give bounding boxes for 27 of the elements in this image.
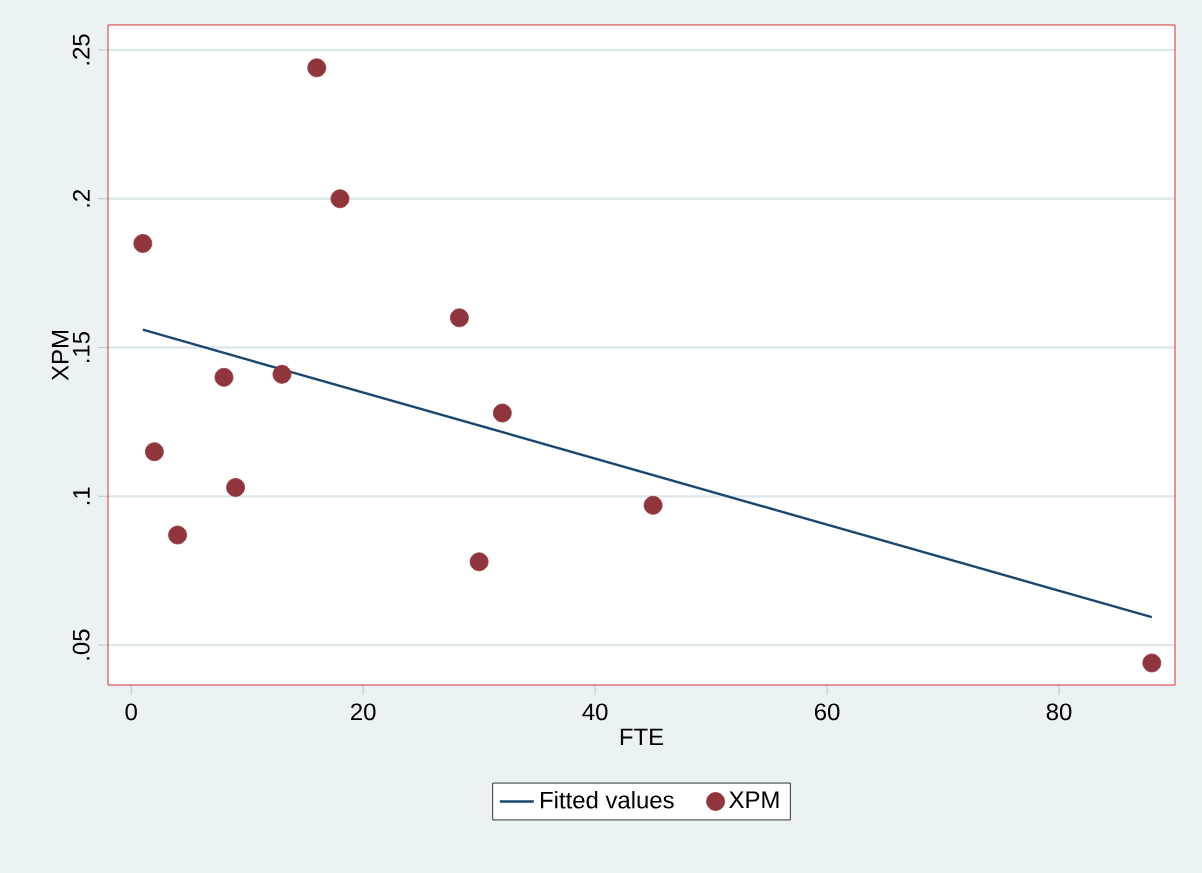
point bbox=[450, 308, 469, 328]
point bbox=[1142, 653, 1162, 673]
x-tick-label: 60 bbox=[814, 703, 840, 721]
point bbox=[168, 525, 187, 545]
y-axis-title: XPM bbox=[51, 331, 69, 381]
y-tick-label: .2 bbox=[72, 190, 90, 207]
legend-label: XPM bbox=[729, 791, 779, 808]
x-axis-title: FTE bbox=[620, 728, 664, 746]
point bbox=[469, 552, 489, 572]
point bbox=[144, 442, 164, 462]
x-tick-label: 40 bbox=[582, 703, 608, 721]
x-tick-label: 20 bbox=[351, 703, 376, 721]
point bbox=[272, 364, 292, 384]
y-tick-label: .1 bbox=[73, 487, 90, 505]
x-tick-label: 80 bbox=[1046, 703, 1072, 721]
point bbox=[643, 495, 663, 515]
point bbox=[214, 367, 234, 387]
point bbox=[492, 403, 512, 423]
y-tick-label: .05 bbox=[72, 629, 90, 660]
y-tick-label: .25 bbox=[72, 34, 90, 65]
point bbox=[133, 234, 153, 253]
y-tick-label: .15 bbox=[72, 331, 90, 362]
point bbox=[226, 478, 245, 497]
point bbox=[330, 189, 350, 209]
x-tick-label: 0 bbox=[125, 703, 137, 721]
legend-label: Fitted values bbox=[541, 791, 674, 809]
point bbox=[307, 58, 327, 78]
